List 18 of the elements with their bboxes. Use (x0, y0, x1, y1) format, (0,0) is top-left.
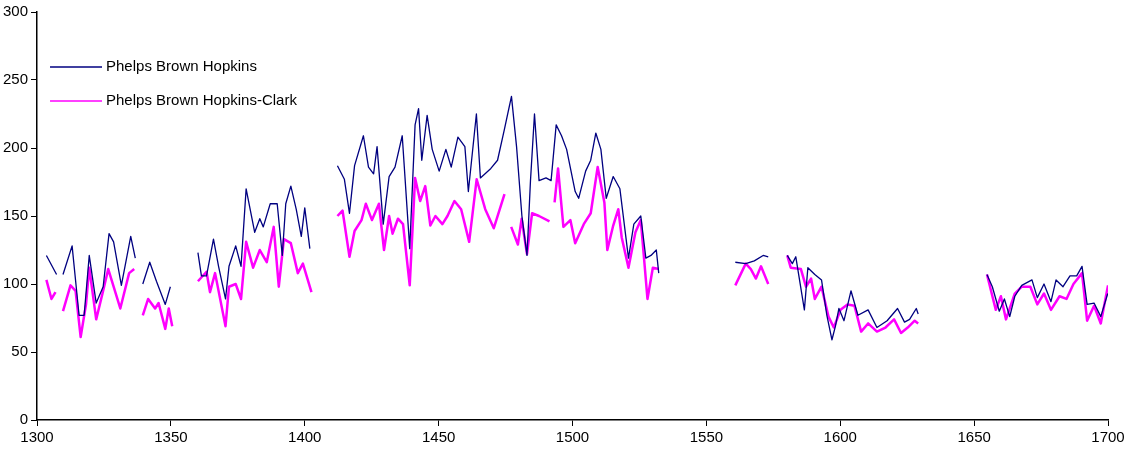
y-tick-label: 200 (3, 138, 29, 156)
y-tick-label: 300 (3, 2, 29, 20)
x-tick-label: 1500 (555, 428, 590, 446)
x-tick-label: 1350 (154, 428, 188, 446)
y-tick-label: 250 (3, 70, 29, 88)
legend-label: Phelps Brown Hopkins-Clark (106, 91, 298, 109)
y-tick-label: 50 (11, 342, 29, 360)
y-tick-label: 0 (19, 410, 29, 428)
x-tick-label: 1300 (20, 428, 54, 446)
y-tick-label: 150 (3, 206, 29, 224)
legend-label: Phelps Brown Hopkins (106, 57, 257, 75)
x-tick-label: 1700 (1091, 428, 1125, 446)
x-tick-label: 1550 (689, 428, 724, 446)
x-tick-label: 1650 (957, 428, 991, 446)
y-tick-label: 100 (3, 274, 29, 292)
x-tick-label: 1450 (421, 428, 456, 446)
x-tick-label: 1400 (288, 428, 322, 446)
x-tick-label: 1600 (823, 428, 857, 446)
